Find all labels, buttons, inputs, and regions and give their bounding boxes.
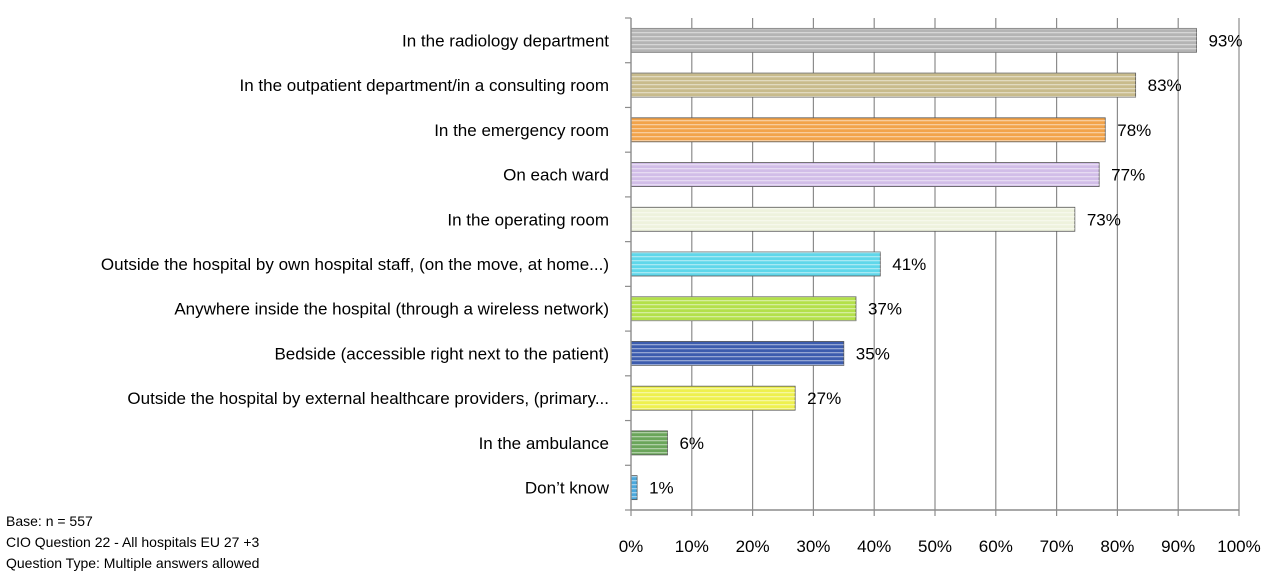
bar-texture [631, 28, 1197, 53]
bar [630, 296, 857, 322]
bar [630, 430, 668, 456]
category-label: In the ambulance [479, 434, 609, 453]
bar [630, 251, 881, 277]
base-note: Base: n = 557 [6, 513, 93, 529]
x-tick-label: 0% [619, 537, 644, 556]
question-note: CIO Question 22 - All hospitals EU 27 +3 [6, 534, 260, 550]
category-label: In the operating room [447, 210, 609, 229]
category-label: In the emergency room [434, 121, 609, 140]
bar [630, 206, 1076, 232]
bar [630, 117, 1106, 143]
category-label: In the radiology department [402, 31, 609, 50]
data-label: 41% [892, 255, 926, 274]
data-label: 73% [1087, 210, 1121, 229]
x-tick-label: 60% [979, 537, 1013, 556]
x-tick-label: 80% [1100, 537, 1134, 556]
data-label: 83% [1148, 76, 1182, 95]
bar-texture [631, 117, 1106, 142]
x-tick-label: 30% [796, 537, 830, 556]
labels: 0% 10% 20% 30% 40% 50% 60% 70% 80% 90% 100% 93% In t… [101, 31, 1261, 556]
x-tick-label: 10% [675, 537, 709, 556]
category-label: Outside the hospital by external healthc… [127, 389, 609, 408]
axes [625, 17, 1240, 516]
bar [630, 385, 796, 411]
x-tick-label: 20% [736, 537, 770, 556]
bar-texture [631, 341, 844, 366]
x-tick-label: 40% [857, 537, 891, 556]
data-label: 35% [856, 344, 890, 363]
data-label: 6% [679, 434, 704, 453]
bar-texture [631, 207, 1075, 232]
category-label: On each ward [503, 166, 609, 185]
data-label: 27% [807, 389, 841, 408]
category-label: Anywhere inside the hospital (through a … [174, 300, 609, 319]
x-tick-label: 90% [1161, 537, 1195, 556]
bar [630, 341, 845, 366]
category-label: In the outpatient department/in a consul… [239, 76, 609, 95]
data-label: 37% [868, 300, 902, 319]
data-label: 93% [1208, 31, 1242, 50]
x-tick-label: 50% [918, 537, 952, 556]
category-label: Don’t know [525, 479, 610, 498]
chart-notes: Base: n = 557 CIO Question 22 - All hosp… [6, 511, 259, 574]
bar [630, 72, 1137, 98]
bar [630, 27, 1197, 53]
bar-texture [631, 296, 856, 321]
bar-texture [631, 162, 1100, 187]
bar-texture [631, 475, 638, 500]
bar-texture [631, 73, 1136, 98]
x-tick-label: 100% [1217, 537, 1260, 556]
bars [630, 27, 1197, 501]
bar [630, 475, 638, 501]
bar-texture [631, 386, 796, 411]
category-label: Bedside (accessible right next to the pa… [274, 344, 609, 363]
gridlines [691, 18, 1240, 510]
data-label: 1% [649, 479, 674, 498]
x-tick-label: 70% [1040, 537, 1074, 556]
category-label: Outside the hospital by own hospital sta… [101, 255, 609, 274]
bar-texture [631, 430, 668, 455]
data-label: 77% [1111, 166, 1145, 185]
data-label: 78% [1117, 121, 1151, 140]
bar-texture [631, 252, 881, 276]
bar [630, 162, 1100, 187]
question-type-note: Question Type: Multiple answers allowed [6, 555, 260, 571]
